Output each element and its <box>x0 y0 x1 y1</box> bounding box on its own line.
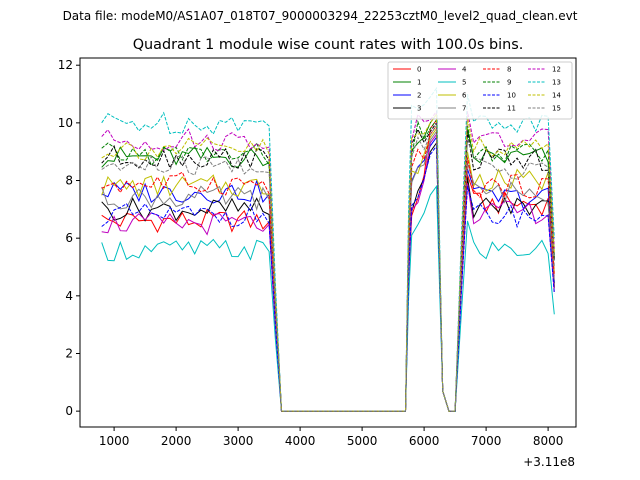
legend-label-4: 4 <box>462 66 467 74</box>
series-line-0 <box>101 118 555 412</box>
series-line-7 <box>101 129 555 412</box>
x-tick-label: 5000 <box>347 434 378 448</box>
legend-label-15: 15 <box>552 105 561 113</box>
series-line-10 <box>101 144 555 412</box>
x-offset-label: +3.11e8 <box>523 455 575 469</box>
x-axis-ticks: 1000 2000 3000 4000 5000 6000 7000 8000 <box>99 427 564 448</box>
legend-label-11: 11 <box>507 105 516 113</box>
series-line-13 <box>101 86 555 412</box>
legend-label-8: 8 <box>507 66 511 74</box>
y-tick-label: 12 <box>58 58 73 72</box>
series-line-1 <box>101 112 555 412</box>
legend-label-10: 10 <box>507 92 516 100</box>
x-tick-label: 4000 <box>285 434 316 448</box>
x-tick-label: 2000 <box>161 434 192 448</box>
series-line-11 <box>101 121 555 412</box>
series-line-9 <box>101 118 555 412</box>
y-tick-label: 2 <box>65 346 73 360</box>
series-line-5 <box>101 184 555 412</box>
series-line-12 <box>101 109 555 412</box>
legend-box <box>387 61 573 120</box>
x-tick-label: 7000 <box>471 434 502 448</box>
x-tick-label: 8000 <box>533 434 564 448</box>
legend-label-13: 13 <box>552 79 561 87</box>
legend-label-7: 7 <box>462 105 466 113</box>
legend-label-2: 2 <box>417 92 421 100</box>
x-tick-label: 6000 <box>409 434 440 448</box>
series-line-15 <box>101 124 555 412</box>
plot-lines <box>101 86 555 412</box>
legend-label-1: 1 <box>417 79 421 87</box>
y-tick-label: 8 <box>65 174 73 188</box>
legend-label-3: 3 <box>417 105 421 113</box>
series-line-6 <box>101 127 555 412</box>
legend-label-6: 6 <box>462 92 467 100</box>
y-axis-ticks: 0 2 4 6 8 10 12 <box>58 58 80 418</box>
chart-title: Quadrant 1 module wise count rates with … <box>133 37 524 53</box>
suptitle: Data file: modeM0/AS1A07_018T07_90000032… <box>63 9 578 23</box>
axes-frame <box>79 57 577 428</box>
legend-label-12: 12 <box>552 66 561 74</box>
y-tick-label: 10 <box>58 116 73 130</box>
x-tick-label: 1000 <box>99 434 130 448</box>
series-line-2 <box>101 135 555 412</box>
legend-label-14: 14 <box>552 92 561 100</box>
x-tick-label: 3000 <box>223 434 254 448</box>
y-tick-label: 4 <box>65 289 73 303</box>
legend-label-9: 9 <box>507 79 511 87</box>
y-tick-label: 0 <box>65 404 73 418</box>
series-line-14 <box>101 112 555 412</box>
legend-label-0: 0 <box>417 66 421 74</box>
legend-label-5: 5 <box>462 79 466 87</box>
series-line-8 <box>101 124 555 412</box>
y-tick-label: 6 <box>65 231 73 245</box>
